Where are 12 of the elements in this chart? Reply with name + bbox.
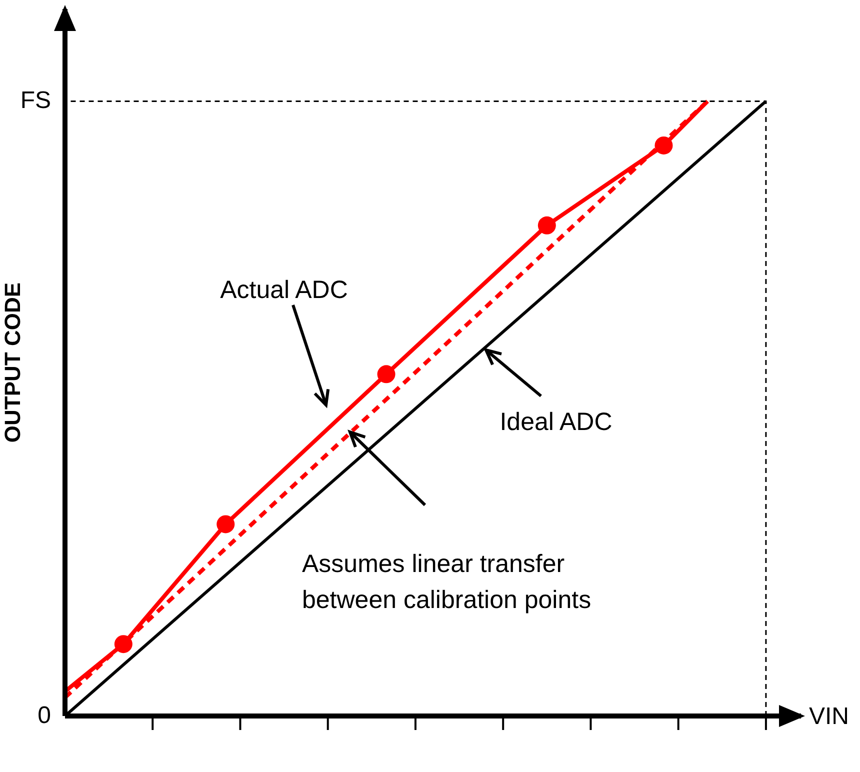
point: [538, 216, 556, 234]
point: [654, 136, 673, 154]
annotation: Assumes linear transfer between calibration points: [302, 549, 592, 616]
x-axis-title: VIN: [809, 703, 850, 730]
annotation: Ideal ADC: [498, 407, 614, 438]
point: [216, 515, 235, 534]
text: FS: [19, 87, 51, 116]
annotation: Actual ADC: [219, 275, 349, 306]
y-axis-title: OUTPUT CODE: [0, 282, 25, 443]
point: [377, 365, 396, 384]
text: 0: [36, 702, 51, 730]
point: [114, 635, 132, 654]
